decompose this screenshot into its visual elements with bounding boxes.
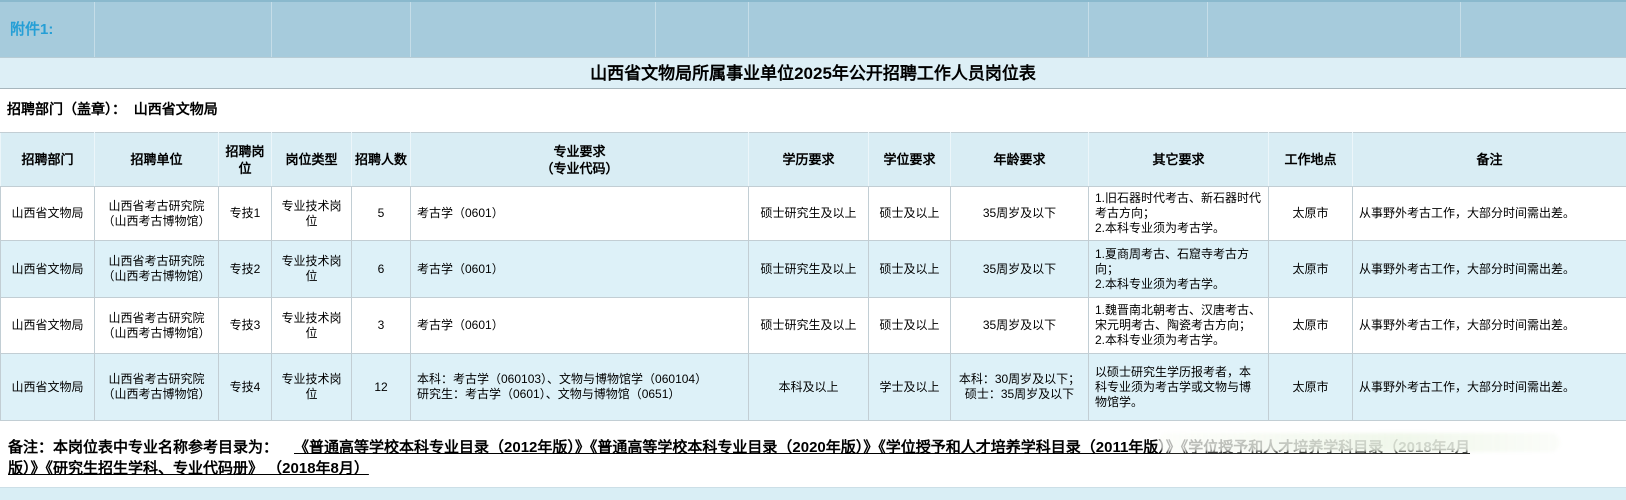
table-cell: 5 <box>351 186 411 241</box>
table-cell: 山西省考古研究院（山西考古博物馆） <box>94 240 219 298</box>
table-row: 山西省文物局 山西省考古研究院（山西考古博物馆） 专技1 专业技术岗位 5 考古… <box>0 186 1626 241</box>
table-cell: 专技4 <box>218 353 272 421</box>
column-gridline <box>94 2 95 59</box>
table-cell: 1.夏商周考古、石窟寺考古方向； 2.本科专业须为考古学。 <box>1088 240 1269 298</box>
table-cell: 1.魏晋南北朝考古、汉唐考古、宋元明考古、陶瓷考古方向； 2.本科专业须为考古学… <box>1088 297 1269 354</box>
table-cell: 从事野外考古工作，大部分时间需出差。 <box>1352 240 1626 298</box>
title-row: 山西省文物局所属事业单位2025年公开招聘工作人员岗位表 <box>0 57 1626 89</box>
table-cell: 6 <box>351 240 411 298</box>
table-cell: 山西省考古研究院（山西考古博物馆） <box>94 186 219 241</box>
table-cell: 本科及以上 <box>748 353 869 421</box>
header-cell: 招聘部门 <box>0 132 95 187</box>
table-cell: 12 <box>351 353 411 421</box>
table-cell: 1.旧石器时代考古、新石器时代考古方向； 2.本科专业须为考古学。 <box>1088 186 1269 241</box>
table-cell: 硕士研究生及以上 <box>748 297 869 354</box>
header-cell: 学历要求 <box>748 132 869 187</box>
header-cell: 其它要求 <box>1088 132 1269 187</box>
header-cell: 招聘人数 <box>351 132 411 187</box>
table-cell: 考古学（0601） <box>410 240 749 298</box>
stamp-row: 招聘部门（盖章）： 山西省文物局 <box>0 89 1626 132</box>
header-cell: 学位要求 <box>868 132 951 187</box>
table-cell: 硕士及以上 <box>868 240 951 298</box>
table-cell: 山西省文物局 <box>0 297 95 354</box>
table-cell: 山西省考古研究院（山西考古博物馆） <box>94 297 219 354</box>
table-cell: 35周岁及以下 <box>950 186 1089 241</box>
footer-note: 备注：本岗位表中专业名称参考目录为： 《普通高等学校本科专业目录（2012年版）》… <box>8 437 1622 479</box>
column-gridline <box>410 2 411 59</box>
footer-note-catalogs-line1: 《普通高等学校本科专业目录（2012年版）》《普通高等学校本科专业目录（2020… <box>294 439 1471 456</box>
table-cell: 硕士研究生及以上 <box>748 240 869 298</box>
attachment-label: 附件1: <box>10 21 54 38</box>
footer-note-prefix: 备注：本岗位表中专业名称参考目录为： <box>8 439 279 456</box>
table-cell: 太原市 <box>1268 353 1353 421</box>
table-cell: 35周岁及以下 <box>950 240 1089 298</box>
table-cell: 专技2 <box>218 240 272 298</box>
table-cell: 考古学（0601） <box>410 297 749 354</box>
page-title: 山西省文物局所属事业单位2025年公开招聘工作人员岗位表 <box>590 64 1036 83</box>
table-cell: 太原市 <box>1268 240 1353 298</box>
table-cell: 专业技术岗位 <box>271 353 352 421</box>
table-row: 山西省文物局 山西省考古研究院（山西考古博物馆） 专技2 专业技术岗位 6 考古… <box>0 240 1626 298</box>
footer-note-catalogs-line2: 版）》《研究生招生学科、专业代码册》 （2018年8月） <box>8 460 369 477</box>
table-cell: 从事野外考古工作，大部分时间需出差。 <box>1352 186 1626 241</box>
table-cell: 本科：30周岁及以下；硕士：35周岁及以下 <box>950 353 1089 421</box>
table-cell: 太原市 <box>1268 297 1353 354</box>
header-cell: 招聘单位 <box>94 132 219 187</box>
table-cell: 专业技术岗位 <box>271 240 352 298</box>
table-cell: 太原市 <box>1268 186 1353 241</box>
column-gridline <box>1088 2 1089 59</box>
table-cell: 学士及以上 <box>868 353 951 421</box>
table-cell: 山西省文物局 <box>0 353 95 421</box>
table-cell: 考古学（0601） <box>410 186 749 241</box>
header-cell: 工作地点 <box>1268 132 1353 187</box>
positions-table: 招聘部门 招聘单位 招聘岗位 岗位类型 招聘人数 专业要求 （专业代码） 学历要… <box>0 132 1626 421</box>
table-cell: 山西省文物局 <box>0 186 95 241</box>
table-cell: 硕士及以上 <box>868 297 951 354</box>
table-cell: 硕士研究生及以上 <box>748 186 869 241</box>
table-cell: 专业技术岗位 <box>271 186 352 241</box>
header-cell: 年龄要求 <box>950 132 1089 187</box>
header-cell: 专业要求 （专业代码） <box>410 132 749 187</box>
header-cell: 招聘岗位 <box>218 132 272 187</box>
table-cell: 本科：考古学（060103）、文物与博物馆学（060104） 研究生：考古学（0… <box>410 353 749 421</box>
column-gridline <box>271 2 272 59</box>
stamp-line: 招聘部门（盖章）： 山西省文物局 <box>7 101 218 117</box>
table-cell: 3 <box>351 297 411 354</box>
header-cell: 备注 <box>1352 132 1626 187</box>
table-cell: 专业技术岗位 <box>271 297 352 354</box>
column-gridline <box>748 2 749 59</box>
column-gridline <box>1460 2 1461 59</box>
table-cell: 硕士及以上 <box>868 186 951 241</box>
table-cell: 专技1 <box>218 186 272 241</box>
header-cell: 岗位类型 <box>271 132 352 187</box>
topbar: 附件1: <box>0 0 1626 59</box>
table-cell: 从事野外考古工作，大部分时间需出差。 <box>1352 353 1626 421</box>
table-cell: 从事野外考古工作，大部分时间需出差。 <box>1352 297 1626 354</box>
column-gridline <box>1207 2 1208 59</box>
table-cell: 山西省文物局 <box>0 240 95 298</box>
table-cell: 以硕士研究生学历报考者，本科专业须为考古学或文物与博物馆学。 <box>1088 353 1269 421</box>
bottom-strip <box>0 487 1626 500</box>
column-gridline <box>655 2 656 59</box>
table-row: 山西省文物局 山西省考古研究院（山西考古博物馆） 专技4 专业技术岗位 12 本… <box>0 353 1626 421</box>
table-header-row: 招聘部门 招聘单位 招聘岗位 岗位类型 招聘人数 专业要求 （专业代码） 学历要… <box>0 132 1626 187</box>
table-cell: 山西省考古研究院（山西考古博物馆） <box>94 353 219 421</box>
table-row: 山西省文物局 山西省考古研究院（山西考古博物馆） 专技3 专业技术岗位 3 考古… <box>0 297 1626 354</box>
table-cell: 专技3 <box>218 297 272 354</box>
table-cell: 35周岁及以下 <box>950 297 1089 354</box>
